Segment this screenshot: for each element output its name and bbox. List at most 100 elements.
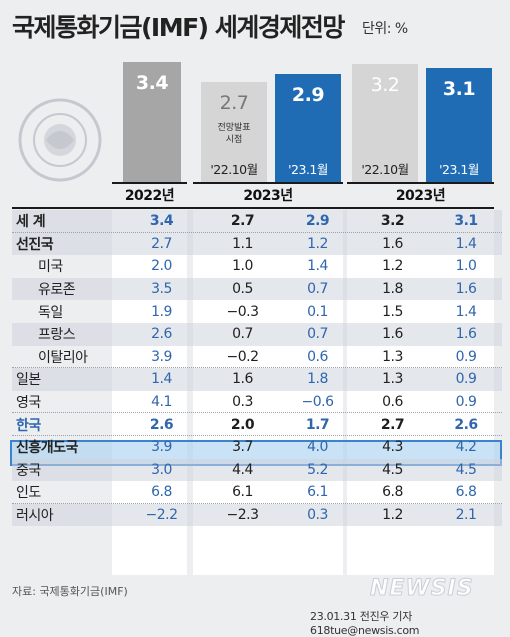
table-row: 유로존 3.5 0.5 0.7 1.8 1.6 [12, 277, 502, 301]
value-cell: 1.6 [382, 326, 403, 343]
column-header-2023-a: 2023년 [243, 188, 293, 204]
value-cell: 1.4 [455, 303, 477, 320]
value-cell: 3.4 [149, 213, 174, 230]
value-cell: 2.7 [230, 213, 255, 230]
bar-label: '22.10월 [361, 162, 409, 177]
column-header-2023-b: 2023년 [395, 188, 446, 204]
value-cell: 1.4 [455, 235, 477, 252]
bar-value: 2.7 [219, 92, 249, 114]
bar-label: '23.1월 [288, 162, 328, 177]
bar-2024-forecast-jan: 3.1 '23.1월 [426, 68, 492, 182]
value-cell: −2.3 [226, 507, 260, 524]
value-cell: 3.9 [151, 348, 172, 365]
value-cell: 0.9 [455, 348, 477, 365]
value-cell: 2.9 [305, 213, 330, 230]
value-cell: −0.3 [226, 303, 260, 320]
table-row: 한국 2.6 2.0 1.7 2.7 2.6 [12, 413, 502, 436]
value-cell: 1.5 [382, 303, 403, 320]
bar-2022: 3.4 [123, 62, 181, 182]
value-cell: 3.9 [151, 439, 172, 456]
value-cell: 1.0 [232, 258, 253, 275]
table-row: 인도 6.8 6.1 6.1 6.8 6.8 [12, 481, 502, 504]
value-cell: 1.0 [455, 258, 477, 275]
value-cell: 1.7 [305, 416, 330, 433]
value-cell: 4.5 [382, 461, 403, 478]
value-cell: 3.0 [151, 461, 172, 478]
value-cell: 4.0 [307, 439, 328, 456]
value-cell: 5.2 [307, 461, 328, 478]
value-cell: −2.2 [145, 507, 179, 524]
row-name: 독일 [38, 304, 63, 321]
value-cell: 0.9 [455, 371, 477, 388]
value-cell: 2.1 [455, 507, 477, 524]
row-name: 프랑스 [38, 327, 76, 344]
value-cell: 4.3 [382, 439, 403, 456]
bar-note: 전망발표 시점 [217, 123, 251, 145]
value-cell: −0.2 [226, 348, 260, 365]
value-cell: 0.6 [307, 348, 328, 365]
row-name: 유로존 [38, 282, 76, 299]
value-cell: 1.3 [382, 371, 403, 388]
value-cell: 1.2 [382, 258, 403, 275]
row-name: 이탈리아 [38, 349, 88, 366]
header-rule [112, 182, 187, 184]
bar-label: '22.10월 [210, 162, 258, 177]
value-cell: 1.6 [455, 281, 477, 298]
unit-label: 단위: % [362, 21, 408, 37]
value-cell: 1.6 [232, 371, 253, 388]
source-note: 자료: 국제통화기금(IMF) [12, 585, 128, 598]
column-header-2022: 2022년 [124, 188, 175, 204]
value-cell: 1.6 [455, 326, 477, 343]
row-name: 세 계 [16, 214, 46, 231]
value-cell: 0.3 [307, 507, 328, 524]
value-cell: 0.9 [455, 394, 477, 411]
table-row: 선진국 2.7 1.1 1.2 1.6 1.4 [12, 232, 502, 256]
row-name: 영국 [16, 395, 41, 412]
table-row: 이탈리아 3.9 −0.2 0.6 1.3 0.9 [12, 346, 502, 369]
value-cell: 2.7 [151, 235, 172, 252]
value-cell: 6.8 [455, 484, 477, 501]
row-name: 한국 [16, 417, 41, 434]
value-cell: 2.7 [380, 416, 405, 433]
row-name: 미국 [38, 259, 63, 276]
value-cell: 3.1 [454, 213, 478, 230]
bar-value: 2.9 [291, 84, 325, 106]
value-cell: 6.8 [382, 484, 403, 501]
value-cell: 4.4 [232, 461, 253, 478]
value-cell: 4.5 [455, 461, 477, 478]
value-cell: 0.3 [232, 394, 253, 411]
value-cell: 1.8 [382, 281, 403, 298]
credit-line: 23.01.31 전진우 기자 618tue@newsis.com [310, 610, 420, 637]
row-name: 중국 [16, 462, 41, 479]
data-table: 세 계 3.4 2.7 2.9 3.2 3.1 선진국 2.7 1.1 1.2 1.6 1.4 미국 2.… [12, 210, 502, 527]
value-cell: 1.9 [151, 303, 172, 320]
value-cell: 2.6 [454, 416, 478, 433]
value-cell: 1.4 [151, 371, 172, 388]
value-cell: 3.5 [151, 281, 172, 298]
value-cell: 2.6 [149, 416, 174, 433]
value-cell: 1.2 [382, 507, 403, 524]
value-cell: 0.7 [307, 281, 328, 298]
table-row: 신흥개도국 3.9 3.7 4.0 4.3 4.2 [12, 436, 502, 459]
row-name: 일본 [16, 372, 41, 389]
row-name: 선진국 [16, 236, 54, 253]
value-cell: 3.7 [232, 439, 253, 456]
value-cell: 1.3 [382, 348, 403, 365]
value-cell: 3.2 [380, 213, 405, 230]
table-row: 미국 2.0 1.0 1.4 1.2 1.0 [12, 255, 502, 278]
bar-value: 3.4 [135, 72, 169, 94]
newsis-logo: NEWSIS [370, 576, 474, 602]
value-cell: 0.7 [232, 326, 253, 343]
value-cell: 1.1 [232, 235, 253, 252]
value-cell: 1.6 [382, 235, 403, 252]
table-top-rule [12, 207, 494, 209]
row-name: 인도 [16, 485, 41, 502]
value-cell: 2.0 [151, 258, 172, 275]
header-rule [193, 182, 343, 184]
table-row: 중국 3.0 4.4 5.2 4.5 4.5 [12, 458, 502, 482]
table-row: 러시아 −2.2 −2.3 0.3 1.2 2.1 [12, 503, 502, 527]
value-cell: 2.6 [151, 326, 172, 343]
table-row: 독일 1.9 −0.3 0.1 1.5 1.4 [12, 300, 502, 323]
row-name: 러시아 [16, 508, 54, 525]
imf-seal-watermark [18, 98, 102, 182]
